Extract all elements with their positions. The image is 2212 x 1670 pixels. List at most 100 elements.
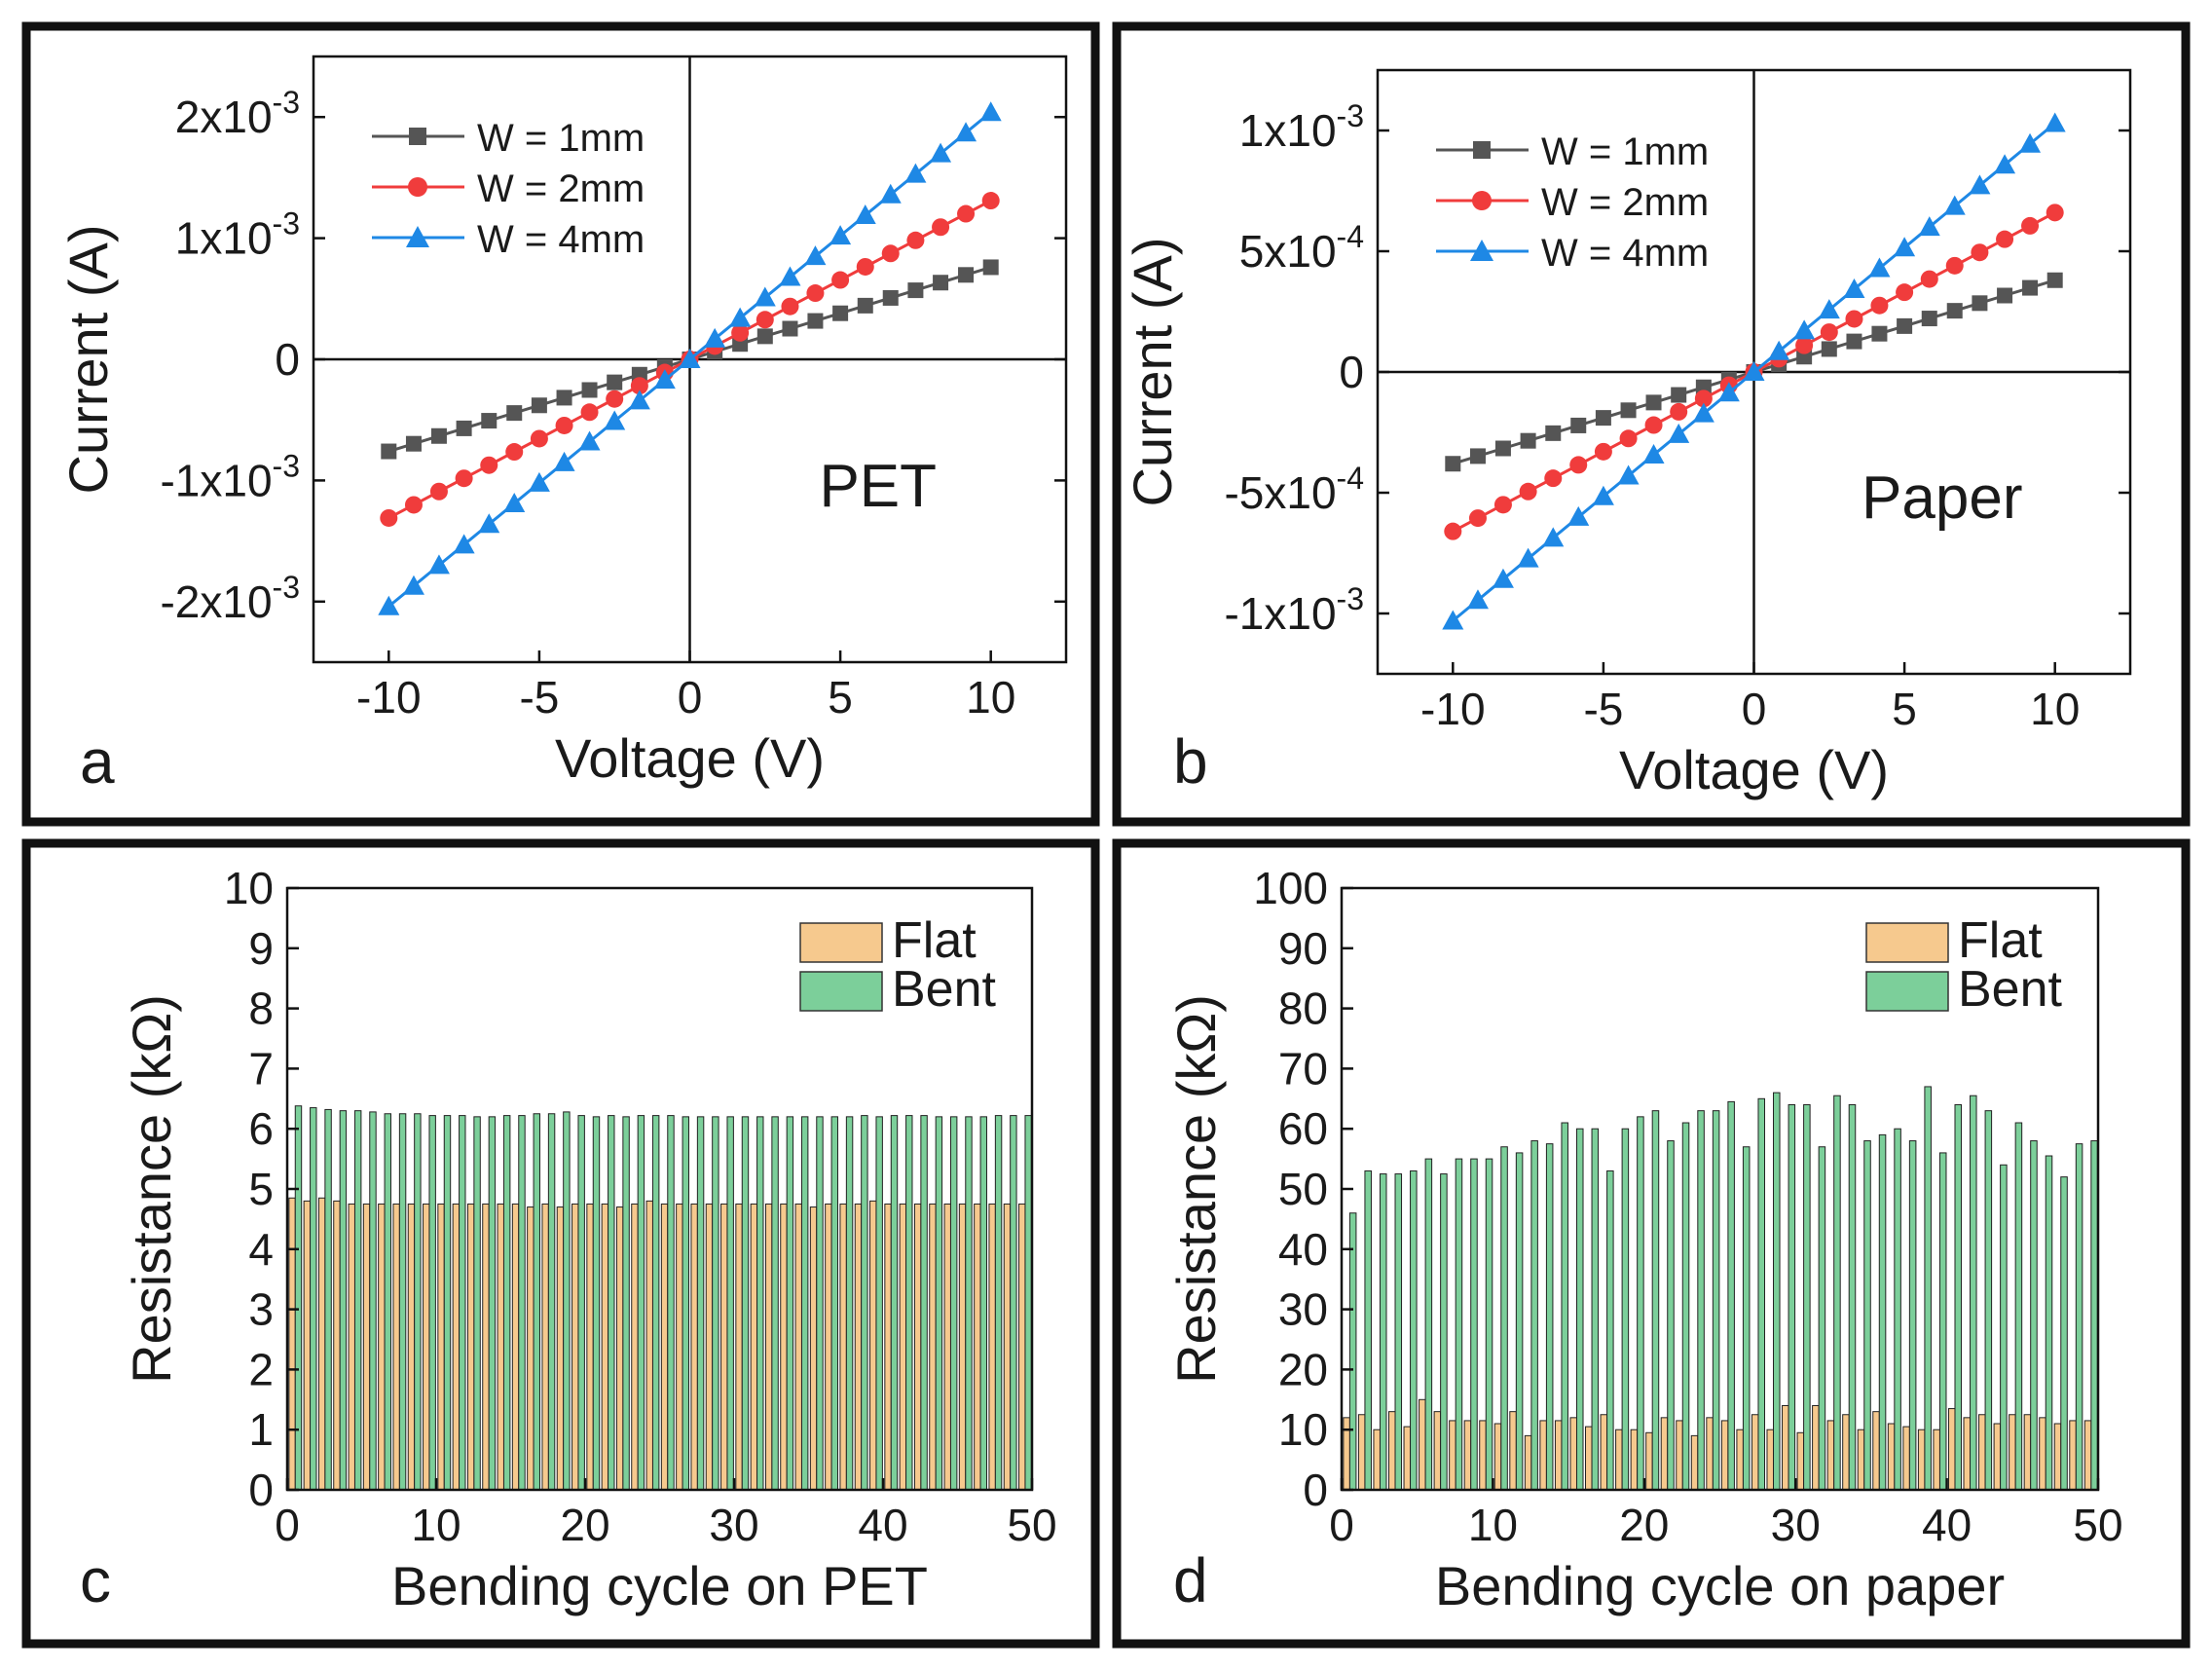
panel-a-data-point (505, 443, 524, 462)
panel-d-frame (1112, 838, 2191, 1649)
panel-c-bar-bent (845, 1116, 854, 1491)
panel-d-bar-bent (1908, 1140, 1917, 1491)
panel-c-bar-flat (511, 1203, 520, 1491)
panel-d-bar-bent (1651, 1110, 1660, 1491)
panel-d-bar-bent (1606, 1169, 1614, 1491)
panel-d-bar-bent (2045, 1155, 2053, 1491)
panel-d-legend-swatch (1865, 971, 1949, 1012)
panel-d-bar-bent (1848, 1103, 1857, 1491)
panel-a-data-point (528, 471, 550, 492)
panel-c-bar-bent (398, 1113, 407, 1491)
panel-c-y-tick-label: 9 (248, 923, 274, 974)
panel-d-y-tick-label: 90 (1278, 923, 1328, 974)
panel-d-y-tick-label: 60 (1278, 1103, 1328, 1154)
panel-d-bar-flat (1826, 1420, 1835, 1491)
panel-d-bar-bent (1394, 1173, 1403, 1491)
panel-a-data-point (503, 492, 526, 512)
panel-c-bar-bent (592, 1116, 601, 1491)
panel-b-data-point (1946, 303, 1963, 319)
panel-c-bar-bent (786, 1116, 794, 1491)
panel-d-bar-bent (1878, 1133, 1887, 1491)
panel-a-data-point (580, 403, 599, 422)
y-tick-exponent: -3 (273, 570, 300, 605)
panel-b-data-point (1642, 444, 1665, 464)
panel-d-bar-bent (2090, 1140, 2098, 1491)
panel-b-data-point (1617, 464, 1640, 485)
panel-c-bar-flat (452, 1203, 461, 1491)
panel-b-data-point (1868, 257, 1891, 278)
panel-b-data-point (2044, 112, 2066, 132)
panel-c-bar-flat (676, 1203, 683, 1491)
panel-c-bar-bent (473, 1116, 481, 1491)
panel-c-letter: c (80, 1545, 111, 1615)
panel-d-bar-bent (1440, 1173, 1448, 1491)
panel-a-data-point (979, 101, 1002, 122)
panel-d-bar-bent (2000, 1164, 2008, 1491)
y-tick-mantissa: -1x10 (160, 455, 272, 505)
panel-d-bar-flat (1751, 1414, 1759, 1491)
panel-c-bar-flat (929, 1203, 937, 1491)
panel-c-bar-flat (943, 1203, 951, 1491)
panel-c-bar-flat (974, 1203, 981, 1491)
panel-b-data-point (1492, 568, 1514, 588)
panel-a-annotation: PET (819, 453, 937, 520)
panel-c-bar-flat (362, 1203, 371, 1491)
panel-a-data-point (754, 286, 776, 307)
panel-d-bar-flat (1690, 1434, 1699, 1491)
panel-d-bar-bent (2075, 1143, 2083, 1491)
panel-c-bar-flat (423, 1203, 430, 1491)
panel-c-bar-bent (830, 1116, 838, 1491)
panel-a-data-point (530, 429, 548, 448)
panel-b-data-point (2022, 279, 2039, 296)
panel-b-data-point (1644, 416, 1663, 434)
panel-d-bar-flat (1569, 1417, 1577, 1491)
panel-a-x-tick-label: 5 (828, 672, 853, 723)
panel-d-bar-bent (1455, 1158, 1463, 1491)
panel-b-data-point (1945, 256, 1964, 275)
panel-a-y-tick-label: 1x10-3 (175, 206, 300, 264)
panel-a-data-point (731, 323, 750, 342)
panel-c-bar-flat (660, 1203, 669, 1491)
panel-d-bar-flat (1947, 1408, 1956, 1491)
panel-a-legend-label: W = 2mm (477, 167, 645, 210)
panel-b-data-point (1469, 448, 1486, 464)
panel-c-bar-flat (407, 1203, 416, 1491)
panel-d-bar-bent (1863, 1140, 1871, 1491)
panel-b-data-point (1994, 154, 2016, 174)
panel-c-y-tick-label: 8 (248, 983, 274, 1034)
panel-b-data-point (1768, 340, 1790, 360)
panel-d-bar-bent (1485, 1158, 1493, 1491)
panel-d-bar-bent (1712, 1110, 1720, 1491)
panel-b-data-point (1670, 402, 1688, 421)
panel-d-bar-flat (1630, 1429, 1639, 1491)
panel-c-bar-flat (378, 1203, 386, 1491)
panel-d-bar-bent (1727, 1100, 1735, 1491)
panel-b-data-point (1795, 336, 1814, 354)
panel-d-y-tick-label: 30 (1278, 1284, 1328, 1335)
panel-d-bar-bent (2014, 1122, 2023, 1491)
panel-c-bar-flat (527, 1206, 535, 1491)
panel-c-bar-bent (965, 1116, 973, 1491)
panel-c-x-tick-label: 20 (560, 1500, 609, 1550)
panel-b-legend-marker (1473, 141, 1491, 159)
panel-d-bar-flat (1676, 1420, 1683, 1491)
panel-c-bar-flat (839, 1203, 847, 1491)
panel-d-y-tick-label: 40 (1278, 1224, 1328, 1275)
panel-d-bar-flat (1387, 1411, 1396, 1491)
panel-a-frame (21, 21, 1100, 827)
panel-c-bar-flat (497, 1203, 504, 1491)
panel-d-bar-flat (1493, 1423, 1502, 1491)
panel-b-y-tick-label: -5x10-4 (1224, 461, 1364, 518)
panel-c-bar-flat (601, 1203, 609, 1491)
panel-c-y-tick-label: 10 (224, 863, 274, 913)
panel-a-data-point (679, 349, 701, 368)
panel-d-bar-bent (1938, 1152, 1947, 1491)
panel-d-bar-flat (1419, 1398, 1426, 1491)
panel-d-y-tick-label: 100 (1253, 863, 1328, 913)
panel-a-data-point (729, 307, 752, 327)
panel-b-data-point (1493, 496, 1512, 514)
panel-c-y-tick-label: 1 (248, 1404, 274, 1455)
panel-c-bar-bent (637, 1115, 645, 1491)
